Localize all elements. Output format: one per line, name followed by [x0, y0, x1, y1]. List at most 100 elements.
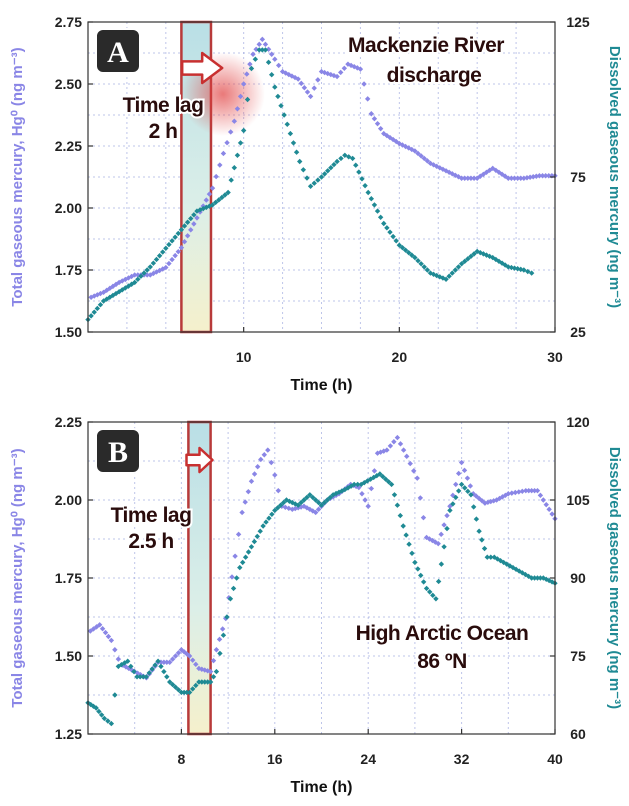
y-right-tick-label: 90 — [570, 570, 586, 586]
data-point-dgm — [409, 550, 415, 556]
data-point-tgm — [328, 71, 334, 78]
data-point-tgm — [399, 142, 406, 148]
data-point-tgm — [536, 173, 543, 179]
data-point-tgm — [549, 173, 555, 179]
data-point-dgm — [349, 155, 356, 162]
data-point-dgm — [426, 589, 433, 595]
data-point-tgm — [415, 150, 421, 157]
data-point-dgm — [199, 679, 205, 685]
data-point-dgm — [193, 682, 199, 689]
data-point-dgm — [164, 674, 170, 680]
data-point-tgm — [232, 553, 238, 559]
data-point-tgm — [204, 668, 211, 674]
x-tick-label: 20 — [392, 349, 408, 365]
data-point-tgm — [519, 488, 526, 494]
data-point-dgm — [209, 202, 216, 208]
data-point-tgm — [207, 668, 214, 675]
time-lag-annotation: 2.5 h — [128, 530, 173, 553]
data-point-dgm — [248, 65, 255, 72]
data-point-tgm — [265, 46, 272, 52]
data-point-tgm — [102, 629, 109, 636]
data-point-tgm — [115, 656, 122, 662]
data-point-tgm — [318, 68, 325, 75]
data-point-tgm — [461, 467, 468, 474]
data-point-dgm — [272, 507, 278, 514]
data-point-tgm — [384, 447, 390, 453]
data-point-tgm — [186, 653, 193, 659]
data-point-tgm — [420, 514, 427, 521]
arrow-right-icon — [180, 51, 224, 85]
y-left-tick-label: 1.25 — [55, 726, 82, 742]
data-point-tgm — [315, 506, 322, 513]
data-point-tgm — [417, 495, 424, 501]
data-point-dgm — [371, 202, 378, 208]
data-point-dgm — [406, 541, 412, 547]
data-point-tgm — [259, 36, 266, 43]
data-point-dgm — [354, 481, 361, 488]
data-point-dgm — [227, 596, 234, 602]
data-point-dgm — [116, 289, 122, 295]
data-point-dgm — [393, 238, 399, 244]
site-annotation: High Arctic Ocean — [356, 622, 529, 645]
data-point-tgm — [511, 175, 518, 181]
data-point-dgm — [365, 189, 371, 196]
data-point-dgm — [327, 494, 333, 501]
data-point-dgm — [290, 140, 297, 146]
data-point-dgm — [147, 264, 153, 270]
data-point-dgm — [510, 564, 516, 571]
data-point-dgm — [396, 242, 403, 248]
data-point-dgm — [234, 152, 241, 158]
data-point-tgm — [178, 244, 185, 251]
data-point-dgm — [462, 258, 468, 265]
data-point-dgm — [312, 497, 319, 503]
data-point-dgm — [146, 670, 152, 676]
data-point-dgm — [275, 505, 281, 511]
time-lag-annotation: Time lag — [123, 94, 204, 117]
y-right-tick-label: 120 — [566, 414, 590, 430]
data-point-dgm — [415, 258, 421, 264]
data-point-tgm — [282, 70, 289, 76]
data-point-dgm — [266, 515, 272, 521]
data-point-tgm — [251, 471, 258, 477]
data-point-dgm — [140, 674, 146, 680]
x-tick-label: 16 — [267, 751, 283, 767]
data-point-dgm — [132, 279, 138, 286]
data-point-tgm — [163, 264, 169, 271]
data-point-tgm — [203, 197, 210, 203]
data-point-dgm — [394, 502, 401, 508]
data-point-dgm — [175, 230, 181, 237]
y-right-tick-label: 75 — [570, 169, 586, 185]
data-point-dgm — [377, 471, 383, 477]
data-point-tgm — [202, 667, 208, 673]
y-right-tick-label: 125 — [566, 14, 590, 30]
data-point-tgm — [181, 239, 188, 245]
arrow-right-icon — [185, 446, 214, 474]
data-point-dgm — [93, 705, 99, 711]
data-point-dgm — [458, 481, 465, 488]
data-point-tgm — [132, 272, 138, 278]
data-point-dgm — [465, 488, 471, 495]
data-point-dgm — [254, 533, 260, 540]
data-point-dgm — [217, 650, 223, 657]
data-point-dgm — [257, 528, 263, 534]
data-point-dgm — [293, 149, 300, 155]
data-point-tgm — [407, 460, 413, 467]
data-point-dgm — [269, 511, 275, 517]
data-point-tgm — [467, 483, 474, 489]
data-point-tgm — [546, 506, 552, 513]
data-point-tgm — [368, 485, 375, 492]
data-point-dgm — [353, 162, 359, 168]
data-point-dgm — [115, 663, 122, 670]
data-point-dgm — [318, 174, 325, 180]
data-point-dgm — [169, 238, 175, 244]
data-point-dgm — [315, 499, 322, 506]
y-right-tick-label: 25 — [570, 324, 586, 340]
data-point-tgm — [191, 221, 197, 227]
x-tick-label: 8 — [178, 751, 186, 767]
data-point-tgm — [235, 531, 242, 538]
data-point-dgm — [381, 220, 387, 227]
data-point-dgm — [462, 485, 468, 491]
data-point-tgm — [341, 65, 348, 71]
data-point-tgm — [424, 158, 431, 164]
